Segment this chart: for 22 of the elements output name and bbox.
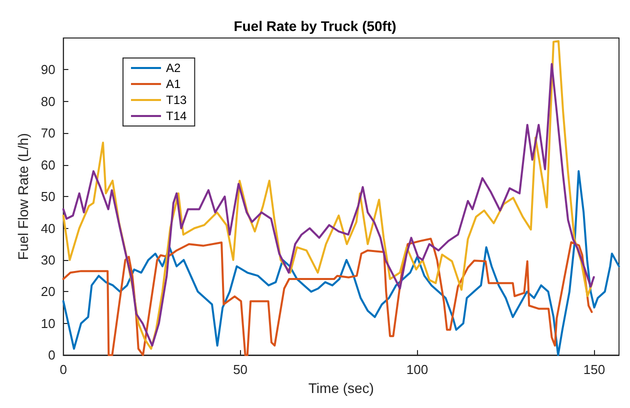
y-axis-title: Fuel Flow Rate (L/h) — [15, 133, 31, 260]
y-tick-label: 30 — [40, 252, 56, 268]
y-tick-label: 60 — [40, 157, 56, 172]
y-tick-label: 10 — [40, 316, 56, 331]
y-tick-label: 40 — [40, 220, 56, 236]
legend-label: A1 — [166, 77, 182, 91]
x-tick-label: 150 — [583, 362, 606, 378]
legend-label: T13 — [166, 93, 188, 107]
x-axis-title: Time (sec) — [308, 380, 374, 396]
y-tick-label: 0 — [48, 348, 56, 363]
y-tick-label: 80 — [40, 94, 56, 109]
y-tick-label: 70 — [40, 126, 56, 141]
legend-label: T14 — [166, 109, 188, 123]
x-tick-label: 0 — [60, 362, 67, 378]
x-tick-label: 50 — [233, 362, 248, 378]
y-tick-label: 20 — [40, 284, 56, 300]
legend-label: A2 — [166, 61, 182, 75]
y-tick-label: 50 — [40, 189, 56, 204]
x-tick-label: 100 — [406, 362, 428, 378]
y-tick-label: 90 — [40, 62, 56, 78]
line-series — [62, 238, 593, 356]
chart-title: Fuel Rate by Truck (50ft) — [234, 18, 396, 34]
